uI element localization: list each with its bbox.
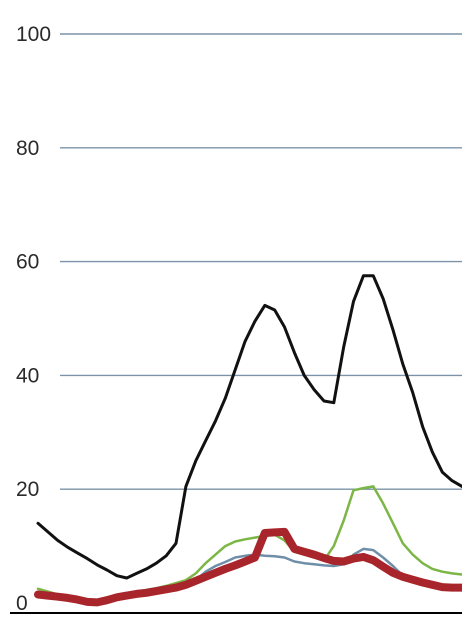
y-tick-label-0: 0	[16, 592, 28, 615]
y-tick-label-20: 20	[16, 478, 39, 501]
series-line-1	[36, 274, 462, 580]
y-tick-label-80: 80	[16, 137, 39, 160]
y-tick-label-60: 60	[16, 251, 39, 274]
gridlines	[60, 33, 462, 490]
series-line-4	[34, 527, 462, 607]
series-lines	[34, 274, 462, 607]
series-line-2	[36, 485, 462, 602]
y-tick-label-40: 40	[16, 364, 39, 387]
y-tick-label-100: 100	[16, 23, 51, 46]
y-tick-labels: 0 20 40 60 80 100	[16, 23, 51, 615]
